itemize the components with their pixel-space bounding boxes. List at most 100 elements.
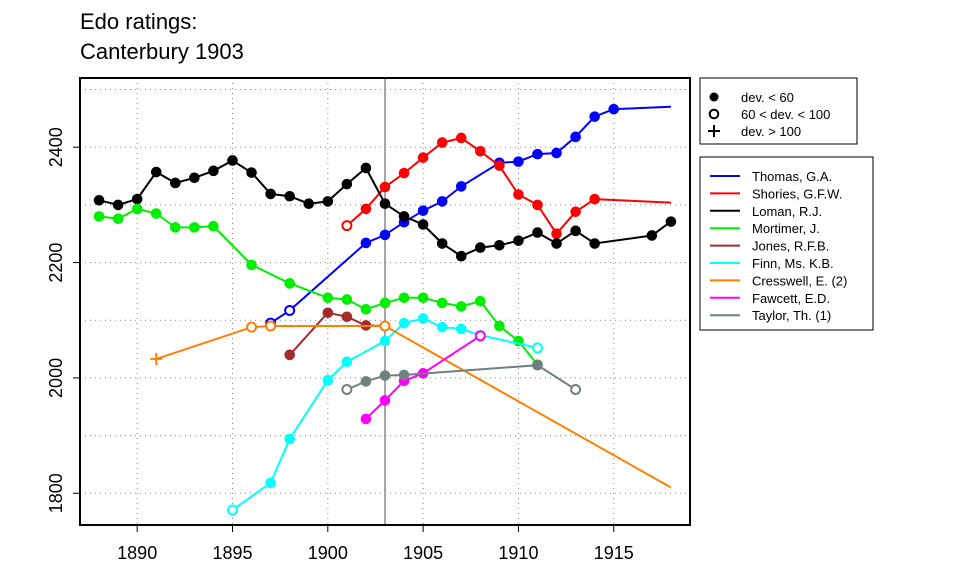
legend-label: Jones, R.F.B. <box>752 239 829 254</box>
point-jones-r-f-b-1898 <box>284 349 295 361</box>
symbol-legend-label: dev. < 60 <box>741 90 794 105</box>
point-shories-g-f-w-1911 <box>532 199 543 211</box>
legend-item-thomas-g-a: Thomas, G.A. <box>710 169 832 184</box>
chart-title-line1: Edo ratings: <box>80 9 198 34</box>
point-mortimer-j-1888 <box>93 211 105 222</box>
point-mortimer-j-1909 <box>494 320 505 332</box>
point-thomas-g-a-1898 <box>284 304 296 316</box>
point-loman-r-j-1909 <box>494 239 505 251</box>
point-loman-r-j-1912 <box>551 238 562 249</box>
symbol-legend-item-plus: dev. > 100 <box>708 124 801 139</box>
point-mortimer-j-1907 <box>455 301 467 312</box>
point-fawcett-e-d-1908 <box>474 330 486 342</box>
point-shories-g-f-w-1905 <box>417 152 429 163</box>
point-shories-g-f-w-1904 <box>398 167 410 179</box>
point-loman-r-j-1911 <box>532 227 543 238</box>
point-finn-ms-k-b-1897 <box>265 477 276 489</box>
point-mortimer-j-1902 <box>360 303 372 315</box>
point-taylor-th-1-1913 <box>570 383 582 395</box>
x-tick-label-1915: 1915 <box>594 543 634 563</box>
point-loman-r-j-1918 <box>665 216 677 227</box>
point-shories-g-f-w-1909 <box>494 160 505 171</box>
point-loman-r-j-1917 <box>646 230 658 241</box>
point-mortimer-j-1896 <box>246 259 257 271</box>
point-shories-g-f-w-1907 <box>455 132 467 144</box>
x-axis: 1890 1895 1900 1905 1910 1915 <box>117 525 634 563</box>
point-finn-ms-k-b-1895 <box>227 504 238 516</box>
point-shories-g-f-w-1901 <box>341 220 353 232</box>
point-finn-ms-k-b-1911 <box>532 342 543 354</box>
x-tick-label-1890: 1890 <box>117 543 157 563</box>
series-group <box>93 103 677 516</box>
series-line-cresswell-e-2 <box>155 325 672 489</box>
point-taylor-th-1-1901 <box>341 383 353 395</box>
point-jones-r-f-b-1900 <box>322 307 334 319</box>
point-loman-r-j-1888 <box>93 194 105 206</box>
point-thomas-g-a-1913 <box>570 131 581 143</box>
point-shories-g-f-w-1906 <box>436 137 448 148</box>
symbol-legend-item-filled: dev. < 60 <box>709 90 794 105</box>
point-loman-r-j-1895 <box>227 155 238 166</box>
x-tick-label-1895: 1895 <box>212 543 252 563</box>
point-taylor-th-1-1903 <box>379 370 391 381</box>
series-line-thomas-g-a <box>270 105 671 324</box>
point-loman-r-j-1899 <box>303 198 315 210</box>
x-tick-label-1910: 1910 <box>498 543 538 563</box>
point-loman-r-j-1893 <box>189 172 200 184</box>
symbol-legend: dev. < 60 60 < dev. < 100 dev. > 100 <box>699 77 858 145</box>
point-mortimer-j-1894 <box>208 220 219 232</box>
point-loman-r-j-1907 <box>455 250 467 262</box>
legend-label: Mortimer, J. <box>752 221 820 236</box>
point-finn-ms-k-b-1906 <box>436 321 448 333</box>
point-thomas-g-a-1911 <box>532 148 543 160</box>
point-fawcett-e-d-1903 <box>379 395 391 406</box>
point-mortimer-j-1901 <box>341 294 353 305</box>
point-shories-g-f-w-1902 <box>360 203 372 215</box>
point-mortimer-j-1900 <box>322 292 334 304</box>
series-jones-r-f-b <box>284 307 391 361</box>
point-finn-ms-k-b-1905 <box>417 313 429 324</box>
series-mortimer-j <box>93 203 543 370</box>
legend-item-shories-g-f-w: Shories, G.F.W. <box>710 186 842 201</box>
point-mortimer-j-1908 <box>475 295 486 307</box>
point-loman-r-j-1903 <box>379 198 391 210</box>
point-taylor-th-1-1902 <box>360 376 372 387</box>
series-cresswell-e-2 <box>150 320 672 489</box>
point-mortimer-j-1898 <box>284 278 295 289</box>
point-loman-r-j-1891 <box>150 166 162 178</box>
point-thomas-g-a-1903 <box>379 229 391 241</box>
point-thomas-g-a-1902 <box>360 237 372 249</box>
point-mortimer-j-1906 <box>436 297 448 309</box>
open-circle-icon <box>708 108 720 120</box>
series-loman-r-j <box>93 155 677 262</box>
legend-item-finn-ms-k-b: Finn, Ms. K.B. <box>710 256 834 271</box>
point-loman-r-j-1900 <box>322 196 334 207</box>
point-finn-ms-k-b-1901 <box>341 356 353 368</box>
series-fawcett-e-d <box>360 330 486 425</box>
point-mortimer-j-1904 <box>398 292 410 304</box>
point-mortimer-j-1892 <box>170 222 181 233</box>
point-finn-ms-k-b-1904 <box>398 317 410 329</box>
legend-item-jones-r-f-b: Jones, R.F.B. <box>710 239 829 254</box>
y-tick-label-2200: 2200 <box>46 243 66 283</box>
x-tick-label-1900: 1900 <box>308 543 348 563</box>
filled-circle-icon <box>709 92 719 102</box>
legend-label: Cresswell, E. (2) <box>752 273 847 288</box>
point-mortimer-j-1903 <box>379 297 391 309</box>
point-loman-r-j-1905 <box>417 219 429 230</box>
series-legend-box <box>699 156 874 331</box>
point-loman-r-j-1910 <box>513 235 524 246</box>
point-shories-g-f-w-1903 <box>379 181 391 193</box>
point-taylor-th-1-1911 <box>532 359 543 371</box>
legend-item-loman-r-j: Loman, R.J. <box>710 204 822 219</box>
symbol-legend-item-open: 60 < dev. < 100 <box>708 107 830 122</box>
series-line-shories-g-f-w <box>346 136 671 236</box>
symbol-legend-label: dev. > 100 <box>741 124 801 139</box>
legend-label: Loman, R.J. <box>752 204 822 219</box>
symbol-legend-label: 60 < dev. < 100 <box>741 107 830 122</box>
legend-label: Taylor, Th. (1) <box>752 308 831 323</box>
point-mortimer-j-1889 <box>112 213 124 225</box>
point-thomas-g-a-1910 <box>513 156 524 167</box>
point-thomas-g-a-1905 <box>417 205 429 216</box>
legend-label: Thomas, G.A. <box>752 169 832 184</box>
